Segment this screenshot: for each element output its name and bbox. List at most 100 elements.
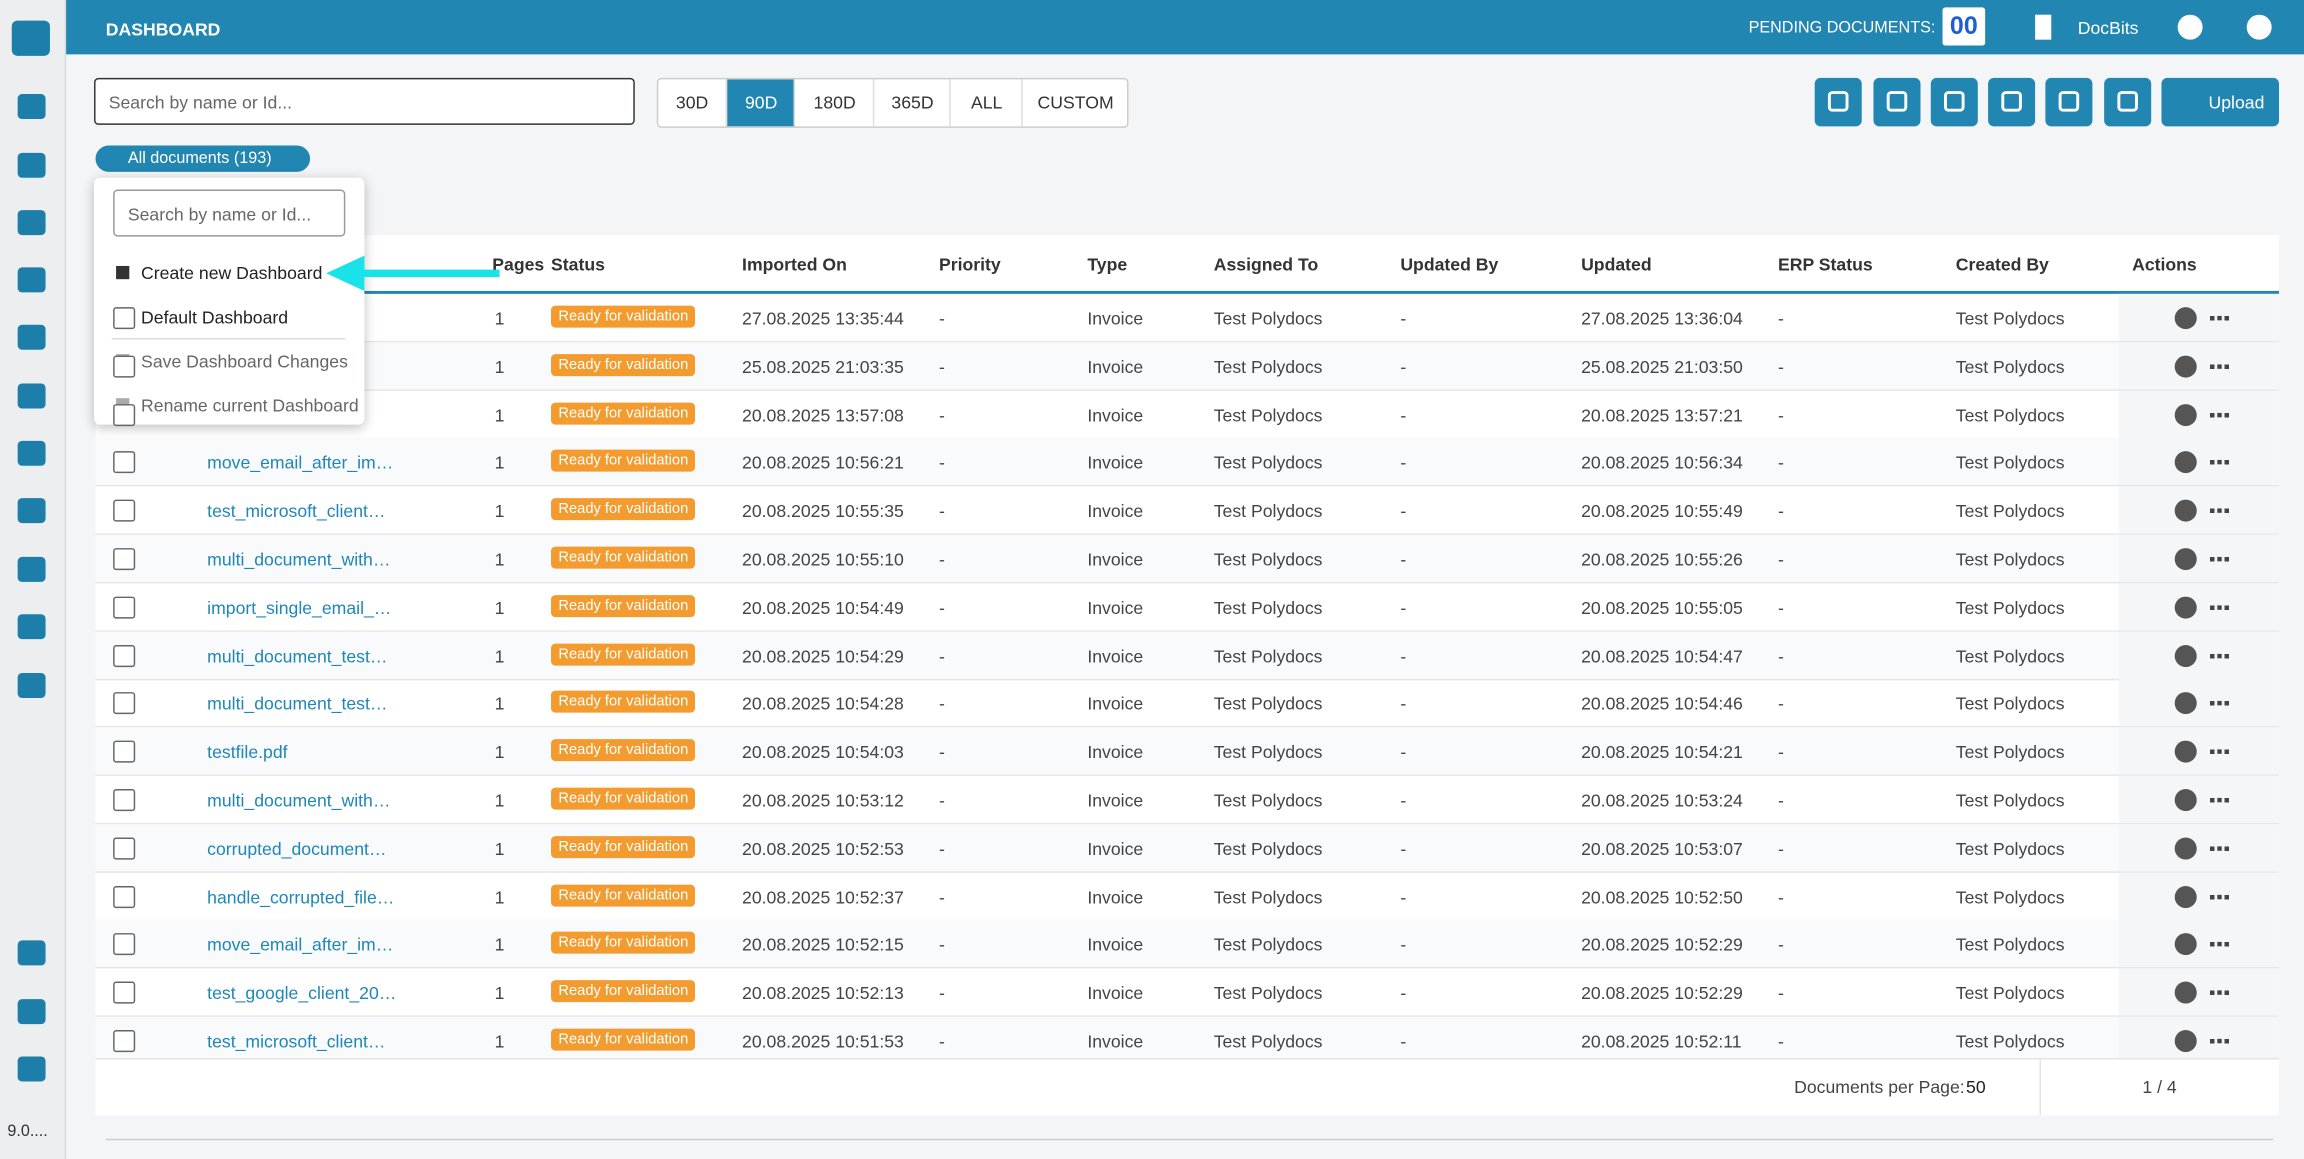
more-icon[interactable] (2210, 557, 2229, 566)
pending-count[interactable]: 00 (1943, 7, 1986, 45)
icon-button[interactable] (1815, 78, 1862, 126)
more-icon[interactable] (2210, 1039, 2229, 1048)
column-header[interactable]: Updated By (1400, 254, 1498, 275)
document-link[interactable]: multi_document_with… (207, 550, 390, 571)
document-link[interactable]: corrupted_document… (207, 839, 386, 860)
help-icon[interactable] (2247, 15, 2272, 40)
column-header[interactable]: Updated (1581, 254, 1652, 275)
row-checkbox[interactable] (113, 500, 135, 522)
document-link[interactable]: multi_document_test… (207, 694, 387, 715)
more-icon[interactable] (2210, 846, 2229, 855)
row-checkbox[interactable] (113, 789, 135, 811)
range-button[interactable]: 180D (793, 79, 874, 126)
menu-item[interactable]: Default Dashboard (141, 307, 288, 328)
row-checkbox[interactable] (113, 452, 135, 474)
search-box[interactable]: Search by name or Id... (94, 78, 635, 125)
nav-icon[interactable] (18, 673, 46, 698)
column-header[interactable]: ERP Status (1778, 254, 1873, 275)
more-icon[interactable] (2210, 701, 2229, 710)
more-icon[interactable] (2210, 412, 2229, 421)
nav-icon[interactable] (18, 557, 46, 582)
row-checkbox[interactable] (113, 548, 135, 570)
icon-button[interactable] (1931, 78, 1978, 126)
row-checkbox[interactable] (113, 693, 135, 715)
more-icon[interactable] (2210, 991, 2229, 1000)
nav-icon[interactable] (18, 1056, 46, 1081)
approve-icon[interactable] (2175, 596, 2197, 618)
column-header[interactable]: Created By (1956, 254, 2049, 275)
menu-item[interactable]: Create new Dashboard (141, 263, 322, 284)
row-checkbox[interactable] (113, 1030, 135, 1052)
row-checkbox[interactable] (113, 837, 135, 859)
range-button[interactable]: 30D (658, 79, 726, 126)
approve-icon[interactable] (2175, 885, 2197, 907)
document-link[interactable]: test_microsoft_client… (207, 1032, 385, 1053)
range-button[interactable]: ALL (949, 79, 1022, 126)
document-link[interactable]: move_email_after_im… (207, 453, 393, 474)
approve-icon[interactable] (2175, 644, 2197, 666)
approve-icon[interactable] (2175, 548, 2197, 570)
more-icon[interactable] (2210, 750, 2229, 759)
nav-icon[interactable] (18, 940, 46, 965)
approve-icon[interactable] (2175, 837, 2197, 859)
column-header[interactable]: Status (551, 254, 605, 275)
nav-icon[interactable] (18, 384, 46, 409)
row-checkbox[interactable] (113, 403, 135, 425)
approve-icon[interactable] (2175, 403, 2197, 425)
row-checkbox[interactable] (113, 982, 135, 1004)
approve-icon[interactable] (2175, 355, 2197, 377)
info-icon[interactable] (2178, 15, 2203, 40)
icon-button[interactable] (2045, 78, 2092, 126)
menu-item[interactable]: Save Dashboard Changes (141, 351, 348, 372)
document-link[interactable]: multi_document_with… (207, 791, 390, 812)
row-checkbox[interactable] (113, 307, 135, 329)
range-button[interactable]: 90D (726, 79, 795, 126)
range-button[interactable]: CUSTOM (1021, 79, 1128, 126)
nav-icon[interactable] (18, 614, 46, 639)
nav-icon[interactable] (18, 210, 46, 235)
nav-icon[interactable] (18, 94, 46, 119)
row-checkbox[interactable] (113, 644, 135, 666)
company-name[interactable]: DocBits (2078, 18, 2139, 39)
more-icon[interactable] (2210, 316, 2229, 325)
more-icon[interactable] (2210, 942, 2229, 951)
document-link[interactable]: test_microsoft_client… (207, 501, 385, 522)
row-checkbox[interactable] (113, 355, 135, 377)
nav-icon[interactable] (18, 498, 46, 523)
document-link[interactable]: testfile.pdf (207, 742, 287, 763)
document-link[interactable]: test_google_client_20… (207, 983, 396, 1004)
nav-icon[interactable] (18, 153, 46, 178)
row-checkbox[interactable] (113, 885, 135, 907)
document-link[interactable]: multi_document_test… (207, 646, 387, 667)
column-header[interactable]: Type (1087, 254, 1127, 275)
more-icon[interactable] (2210, 605, 2229, 614)
upload-button[interactable]: Upload (2161, 78, 2279, 126)
nav-icon[interactable] (18, 267, 46, 292)
document-link[interactable]: handle_corrupted_file… (207, 887, 394, 908)
more-icon[interactable] (2210, 460, 2229, 469)
more-icon[interactable] (2210, 894, 2229, 903)
approve-icon[interactable] (2175, 307, 2197, 329)
icon-button[interactable] (2104, 78, 2151, 126)
row-checkbox[interactable] (113, 596, 135, 618)
range-button[interactable]: 365D (873, 79, 951, 126)
icon-button[interactable] (1988, 78, 2035, 126)
document-link[interactable]: move_email_after_im… (207, 935, 393, 956)
column-header[interactable]: Actions (2132, 254, 2197, 275)
per-page-select[interactable]: 50 (1966, 1077, 1986, 1098)
nav-icon[interactable] (18, 441, 46, 466)
document-link[interactable]: import_single_email_… (207, 598, 391, 619)
column-header[interactable]: Imported On (742, 254, 847, 275)
menu-search[interactable]: Search by name or Id... (113, 190, 345, 237)
more-icon[interactable] (2210, 653, 2229, 662)
filter-chip[interactable]: All documents (193) (96, 145, 311, 171)
column-header[interactable]: Assigned To (1214, 254, 1319, 275)
row-checkbox[interactable] (113, 934, 135, 956)
approve-icon[interactable] (2175, 1030, 2197, 1052)
nav-icon[interactable] (18, 999, 46, 1024)
more-icon[interactable] (2210, 509, 2229, 518)
icon-button[interactable] (1873, 78, 1920, 126)
approve-icon[interactable] (2175, 789, 2197, 811)
more-icon[interactable] (2210, 364, 2229, 373)
nav-icon[interactable] (18, 325, 46, 350)
